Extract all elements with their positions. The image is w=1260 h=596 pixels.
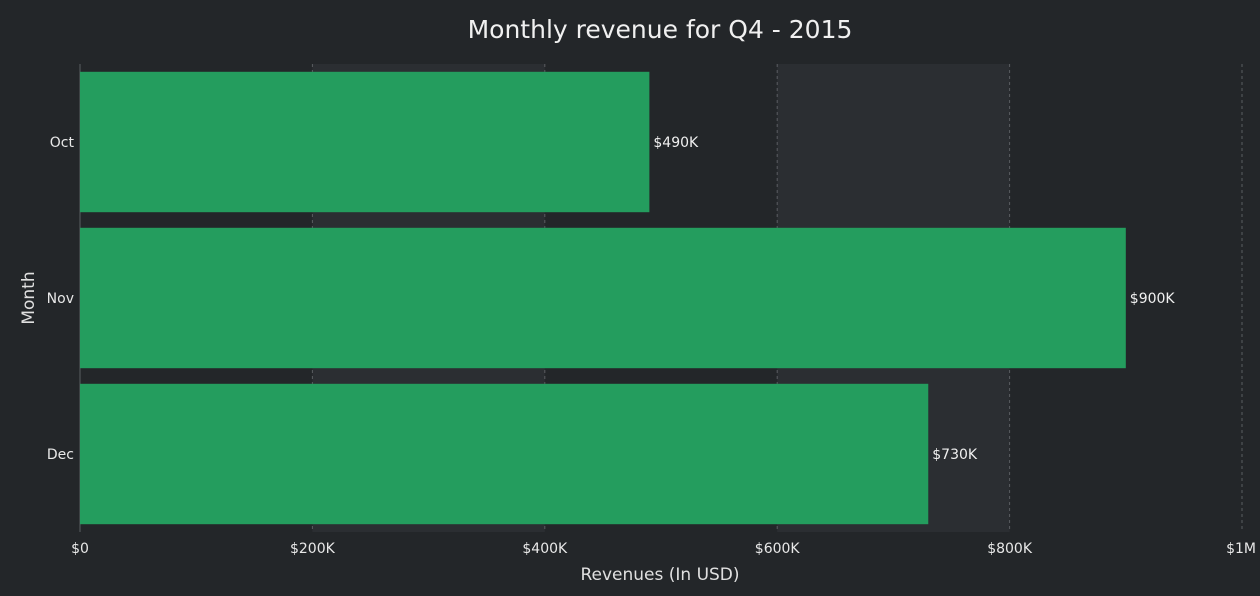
- bar-dec: [80, 383, 929, 525]
- data-label-dec: $730K: [932, 447, 978, 463]
- y-axis-ticks: Oct Nov Dec: [47, 135, 75, 463]
- x-tick-label-0: $0: [71, 541, 89, 557]
- bar-oct: [80, 71, 650, 213]
- y-tick-label-dec: Dec: [47, 447, 74, 463]
- chart-title: Monthly revenue for Q4 - 2015: [468, 15, 853, 44]
- y-axis-title: Month: [19, 271, 39, 324]
- x-tick-label-3: $600K: [755, 541, 801, 557]
- data-labels: $490K $900K $730K: [653, 135, 1175, 463]
- y-tick-label-oct: Oct: [50, 135, 75, 151]
- bar-nov: [80, 227, 1126, 369]
- x-tick-label-1: $200K: [290, 541, 336, 557]
- x-axis-ticks: $0 $200K $400K $600K $800K $1M: [71, 541, 1256, 557]
- data-label-nov: $900K: [1130, 291, 1176, 307]
- x-tick-label-2: $400K: [522, 541, 568, 557]
- bars: [80, 71, 1126, 525]
- data-label-oct: $490K: [653, 135, 699, 151]
- x-tick-label-4: $800K: [987, 541, 1033, 557]
- x-axis-title: Revenues (In USD): [580, 565, 739, 585]
- y-tick-label-nov: Nov: [47, 291, 74, 307]
- x-tick-label-5: $1M: [1226, 541, 1256, 557]
